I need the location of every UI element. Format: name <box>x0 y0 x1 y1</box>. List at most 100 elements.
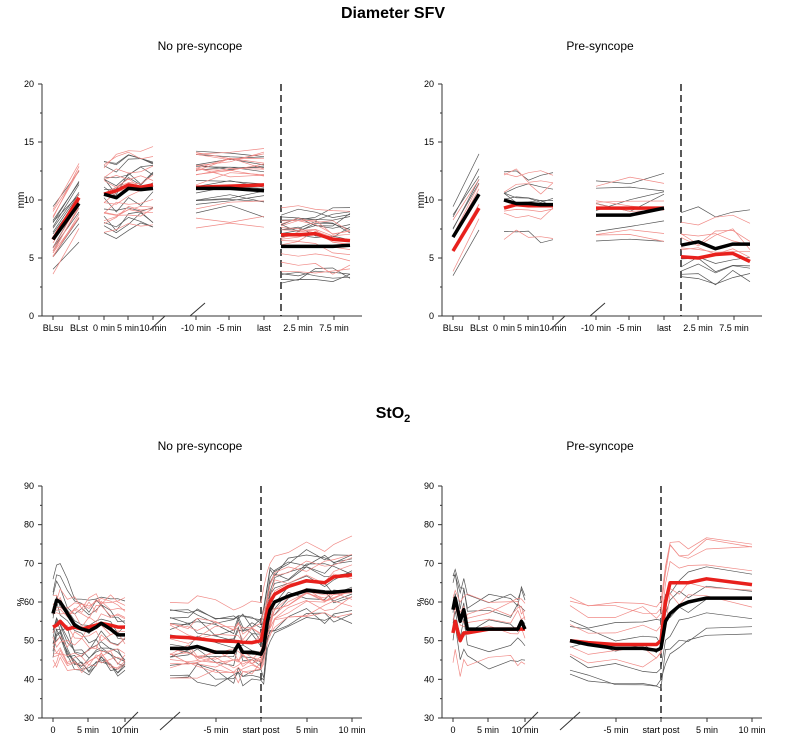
x-tick-label: 0 <box>450 725 455 735</box>
subject-trace <box>280 205 351 212</box>
y-tick-label: 60 <box>424 597 434 607</box>
y-tick-label: 40 <box>24 674 34 684</box>
subject-trace <box>503 168 554 184</box>
subject-trace <box>195 158 265 166</box>
subject-trace <box>52 217 80 257</box>
subject-trace <box>195 166 265 173</box>
subject-trace <box>169 554 353 631</box>
subject-trace <box>452 179 480 230</box>
subject-trace <box>103 158 154 173</box>
x-tick-label: -5 min <box>603 725 628 735</box>
y-tick-label: 90 <box>424 481 434 491</box>
axis-break <box>519 711 539 731</box>
subject-trace <box>452 229 480 276</box>
subject-trace <box>169 588 353 665</box>
x-tick-label: 10 min <box>338 725 365 735</box>
x-tick-label: 5 min <box>477 725 499 735</box>
y-tick-label: 50 <box>24 636 34 646</box>
y-tick-label: 20 <box>424 79 434 89</box>
subject-trace <box>195 204 265 218</box>
mean-line-red <box>103 183 154 196</box>
subject-trace <box>52 605 126 620</box>
mean-line-black <box>196 186 265 193</box>
subject-trace <box>52 588 126 610</box>
subject-trace <box>195 167 265 178</box>
subject-trace <box>52 192 80 229</box>
subject-trace <box>103 146 154 169</box>
x-tick-label: start post <box>242 725 280 735</box>
subject-trace <box>103 222 154 240</box>
subject-trace <box>103 165 154 187</box>
axis-break <box>549 315 566 331</box>
subject-trace <box>52 596 126 618</box>
panel-1: No pre-syncope mm 0 5 10 15 20 BLsu BLst 0 min 5 m… <box>16 39 362 333</box>
subject-trace <box>52 163 80 210</box>
y-tick-label: 10 <box>424 195 434 205</box>
subject-trace <box>503 182 554 195</box>
x-tick-label: 10 min <box>111 725 138 735</box>
subject-trace <box>503 208 554 212</box>
axis-break <box>589 302 606 317</box>
mean-line-black <box>569 596 752 653</box>
subject-trace <box>503 196 554 207</box>
subject-trace <box>195 195 265 205</box>
x-tick-label: BLsu <box>43 323 64 333</box>
x-tick-label: 2.5 min <box>283 323 313 333</box>
subject-trace <box>569 626 753 689</box>
mean-line-red <box>281 231 351 243</box>
y-axis-label: % <box>416 597 427 606</box>
axis-break <box>559 711 581 731</box>
subject-trace <box>103 199 154 214</box>
mean-line-black <box>503 198 553 207</box>
x-tick-label: 10 min <box>738 725 765 735</box>
subject-trace <box>680 263 751 274</box>
subject-trace <box>280 208 351 218</box>
subject-trace <box>452 179 480 221</box>
y-tick-label: 80 <box>424 520 434 530</box>
x-tick-label: 0 min <box>93 323 115 333</box>
subject-trace <box>169 608 353 684</box>
mean-line-red <box>680 251 751 264</box>
subject-trace <box>503 183 554 194</box>
subject-trace <box>503 207 554 220</box>
x-tick-label: 10 min <box>539 323 566 333</box>
subject-trace <box>103 191 154 213</box>
panel-title: Pre-syncope <box>566 439 634 453</box>
figure-title-diameter: Diameter SFV <box>341 5 445 22</box>
subject-trace <box>52 194 80 223</box>
panel-4: Pre-syncope% 30 40 50 60 70 80 90 0 5 min 10 min -5… <box>416 439 766 735</box>
subject-trace <box>280 224 351 234</box>
subject-trace <box>195 168 265 176</box>
subject-trace <box>280 273 351 284</box>
x-tick-label: 0 <box>50 725 55 735</box>
x-tick-label: 5 min <box>517 323 539 333</box>
subject-trace <box>52 598 126 618</box>
subject-trace <box>452 574 526 604</box>
mean-line-black <box>596 206 665 217</box>
subject-trace <box>452 218 480 272</box>
subject-trace <box>595 234 665 242</box>
mean-line-red <box>52 619 125 631</box>
x-tick-label: last <box>257 323 272 333</box>
subject-trace <box>569 612 753 674</box>
subject-trace <box>195 200 265 210</box>
subject-trace <box>103 211 154 232</box>
axis-break <box>189 302 206 317</box>
y-axis-label: % <box>16 597 27 606</box>
subject-trace <box>195 222 265 229</box>
mean-line-black <box>281 243 351 249</box>
subject-trace <box>52 241 80 270</box>
figure-title-sto2: StO2 <box>376 405 411 425</box>
subject-trace <box>103 175 154 181</box>
subject-trace <box>103 223 154 233</box>
x-tick-label: 2.5 min <box>683 323 713 333</box>
subject-trace <box>569 537 753 608</box>
panel-3: No pre-syncope% 30 40 50 60 70 80 90 0 5 min 10 mi… <box>16 439 366 735</box>
y-tick-label: 0 <box>29 311 34 321</box>
subject-trace <box>680 256 751 268</box>
subject-trace <box>195 154 265 159</box>
mean-line-black <box>170 588 353 656</box>
subject-trace <box>169 535 353 611</box>
subject-trace <box>52 650 126 666</box>
